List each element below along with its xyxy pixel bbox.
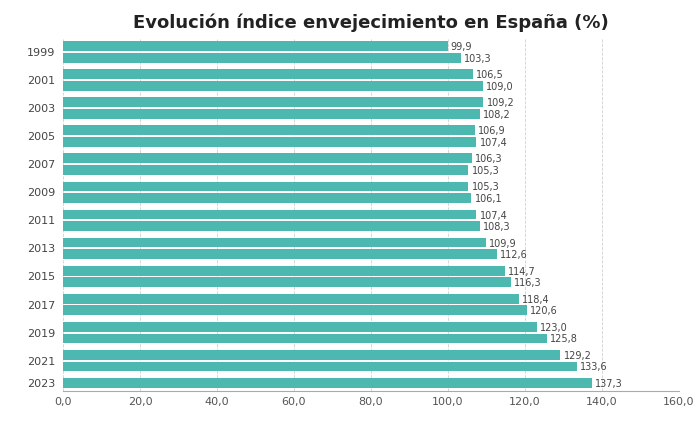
Bar <box>63 70 473 80</box>
Bar <box>63 126 475 136</box>
Text: 108,3: 108,3 <box>483 221 511 232</box>
Text: 109,9: 109,9 <box>489 238 517 248</box>
Bar <box>63 138 477 147</box>
Bar <box>63 378 592 388</box>
Title: Evolución índice envejecimiento en España (%): Evolución índice envejecimiento en Españ… <box>133 13 609 32</box>
Text: 109,2: 109,2 <box>486 98 514 108</box>
Text: 116,3: 116,3 <box>514 278 542 288</box>
Bar <box>63 306 527 316</box>
Text: 125,8: 125,8 <box>550 334 578 344</box>
Text: 2013: 2013 <box>27 244 55 254</box>
Bar <box>63 194 472 203</box>
Text: 1999: 1999 <box>27 48 55 58</box>
Text: 106,3: 106,3 <box>475 154 503 164</box>
Text: 118,4: 118,4 <box>522 294 550 304</box>
Bar <box>63 182 468 192</box>
Text: 106,1: 106,1 <box>475 194 502 203</box>
Text: 2019: 2019 <box>27 328 55 338</box>
Text: 2015: 2015 <box>27 272 55 282</box>
Bar <box>63 82 483 92</box>
Text: 2003: 2003 <box>27 104 55 114</box>
Text: 107,4: 107,4 <box>480 210 508 220</box>
Bar <box>63 42 447 52</box>
Text: 114,7: 114,7 <box>508 266 536 276</box>
Text: 2007: 2007 <box>27 160 55 170</box>
Text: 105,3: 105,3 <box>472 182 499 192</box>
Text: 107,4: 107,4 <box>480 138 508 147</box>
Bar <box>63 110 480 120</box>
Text: 106,9: 106,9 <box>477 126 505 136</box>
Bar <box>63 350 561 360</box>
Text: 2023: 2023 <box>27 378 55 388</box>
Bar <box>63 250 496 259</box>
Text: 2021: 2021 <box>27 356 55 366</box>
Text: 129,2: 129,2 <box>564 350 592 360</box>
Text: 108,2: 108,2 <box>483 110 510 120</box>
Text: 137,3: 137,3 <box>595 378 622 388</box>
Text: 103,3: 103,3 <box>464 53 491 64</box>
Bar <box>63 322 536 332</box>
Text: 106,5: 106,5 <box>476 70 504 80</box>
Text: 120,6: 120,6 <box>531 306 558 316</box>
Bar <box>63 266 505 276</box>
Bar <box>63 362 578 372</box>
Bar <box>63 54 461 63</box>
Text: 99,9: 99,9 <box>451 42 473 52</box>
Text: 2011: 2011 <box>27 216 55 226</box>
Text: 2001: 2001 <box>27 76 55 86</box>
Bar <box>63 278 511 288</box>
Bar <box>63 222 480 231</box>
Bar <box>63 210 477 220</box>
Bar <box>63 294 519 304</box>
Text: 112,6: 112,6 <box>500 249 527 260</box>
Bar <box>63 98 484 108</box>
Text: 105,3: 105,3 <box>472 166 499 175</box>
Bar <box>63 334 547 344</box>
Text: 109,0: 109,0 <box>486 82 513 92</box>
Text: 133,6: 133,6 <box>580 362 608 372</box>
Bar <box>63 154 473 164</box>
Text: 2009: 2009 <box>27 188 55 198</box>
Bar <box>63 166 468 175</box>
Bar <box>63 238 486 248</box>
Text: 2017: 2017 <box>27 300 55 310</box>
Text: 123,0: 123,0 <box>540 322 568 332</box>
Text: 2005: 2005 <box>27 132 55 142</box>
